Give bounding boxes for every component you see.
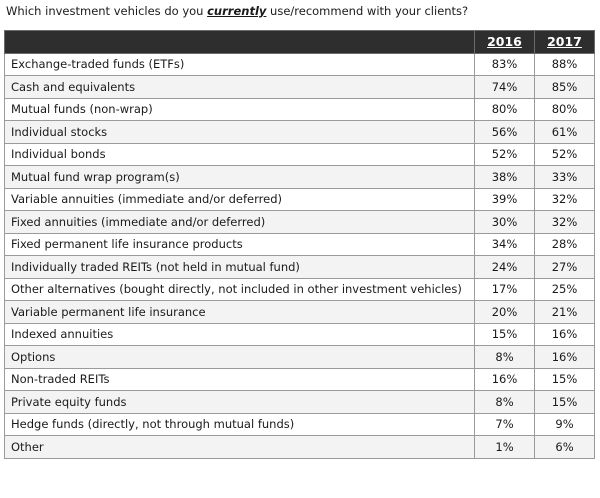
row-label: Individual stocks [4, 120, 475, 144]
table-row: Variable permanent life insurance 20% 21% [4, 300, 595, 324]
row-label: Hedge funds (directly, not through mutua… [4, 412, 475, 436]
value-cell-2016: 52% [474, 142, 535, 166]
table-row: Fixed annuities (immediate and/or deferr… [4, 210, 595, 234]
value-cell-2016: 8% [474, 390, 535, 414]
row-label: Variable permanent life insurance [4, 300, 475, 324]
row-label: Cash and equivalents [4, 75, 475, 99]
row-label: Exchange-traded funds (ETFs) [4, 52, 475, 76]
row-label: Indexed annuities [4, 322, 475, 346]
value-cell-2017: 88% [534, 52, 595, 76]
value-cell-2016: 30% [474, 210, 535, 234]
value-cell-2016: 8% [474, 345, 535, 369]
header-blank-cell [4, 30, 475, 54]
header-year-2017: 2017 [534, 30, 595, 54]
value-cell-2017: 15% [534, 390, 595, 414]
value-cell-2017: 33% [534, 165, 595, 189]
value-cell-2016: 34% [474, 232, 535, 256]
value-cell-2017: 80% [534, 97, 595, 121]
value-cell-2016: 17% [474, 277, 535, 301]
value-cell-2017: 16% [534, 322, 595, 346]
value-cell-2017: 61% [534, 120, 595, 144]
table-row: Other 1% 6% [4, 435, 595, 459]
question-suffix: use/recommend with your clients? [266, 4, 469, 18]
row-label: Variable annuities (immediate and/or def… [4, 187, 475, 211]
table-row: Individual bonds 52% 52% [4, 142, 595, 166]
value-cell-2016: 80% [474, 97, 535, 121]
value-cell-2017: 6% [534, 435, 595, 459]
value-cell-2017: 32% [534, 210, 595, 234]
value-cell-2016: 1% [474, 435, 535, 459]
table-row: Fixed permanent life insurance products 3… [4, 232, 595, 256]
header-year-2016: 2016 [474, 30, 535, 54]
value-cell-2016: 20% [474, 300, 535, 324]
survey-question: Which investment vehicles do you current… [6, 4, 468, 18]
value-cell-2016: 74% [474, 75, 535, 99]
row-label: Mutual fund wrap program(s) [4, 165, 475, 189]
value-cell-2017: 21% [534, 300, 595, 324]
row-label: Individual bonds [4, 142, 475, 166]
value-cell-2017: 32% [534, 187, 595, 211]
table-row: Hedge funds (directly, not through mutua… [4, 412, 595, 436]
header-row: 2016 2017 [4, 30, 595, 54]
value-cell-2016: 15% [474, 322, 535, 346]
table-row: Variable annuities (immediate and/or def… [4, 187, 595, 211]
value-cell-2017: 85% [534, 75, 595, 99]
table-row: Mutual funds (non-wrap) 80% 80% [4, 97, 595, 121]
value-cell-2016: 16% [474, 367, 535, 391]
results-table: 2016 2017 Exchange-traded funds (ETFs) 83… [4, 30, 595, 459]
value-cell-2016: 56% [474, 120, 535, 144]
row-label: Other alternatives (bought directly, not… [4, 277, 475, 301]
row-label: Fixed permanent life insurance products [4, 232, 475, 256]
value-cell-2017: 15% [534, 367, 595, 391]
question-prefix: Which investment vehicles do you [6, 4, 208, 18]
value-cell-2017: 16% [534, 345, 595, 369]
row-label: Fixed annuities (immediate and/or deferr… [4, 210, 475, 234]
row-label: Mutual funds (non-wrap) [4, 97, 475, 121]
table-row: Individually traded REITs (not held in m… [4, 255, 595, 279]
value-cell-2017: 27% [534, 255, 595, 279]
table-row: Other alternatives (bought directly, not… [4, 277, 595, 301]
table-row: Indexed annuities 15% 16% [4, 322, 595, 346]
table-body: Exchange-traded funds (ETFs) 83% 88% Cash a… [4, 52, 595, 459]
table-row: Cash and equivalents 74% 85% [4, 75, 595, 99]
value-cell-2016: 83% [474, 52, 535, 76]
row-label: Private equity funds [4, 390, 475, 414]
value-cell-2016: 7% [474, 412, 535, 436]
table-row: Individual stocks 56% 61% [4, 120, 595, 144]
question-emphasis: currently [207, 4, 267, 18]
row-label: Options [4, 345, 475, 369]
table-row: Non-traded REITs 16% 15% [4, 367, 595, 391]
value-cell-2016: 24% [474, 255, 535, 279]
table-row: Options 8% 16% [4, 345, 595, 369]
table-row: Private equity funds 8% 15% [4, 390, 595, 414]
value-cell-2016: 39% [474, 187, 535, 211]
row-label: Non-traded REITs [4, 367, 475, 391]
table-row: Exchange-traded funds (ETFs) 83% 88% [4, 52, 595, 76]
table-row: Mutual fund wrap program(s) 38% 33% [4, 165, 595, 189]
value-cell-2016: 38% [474, 165, 535, 189]
value-cell-2017: 9% [534, 412, 595, 436]
value-cell-2017: 25% [534, 277, 595, 301]
row-label: Other [4, 435, 475, 459]
value-cell-2017: 28% [534, 232, 595, 256]
row-label: Individually traded REITs (not held in m… [4, 255, 475, 279]
value-cell-2017: 52% [534, 142, 595, 166]
